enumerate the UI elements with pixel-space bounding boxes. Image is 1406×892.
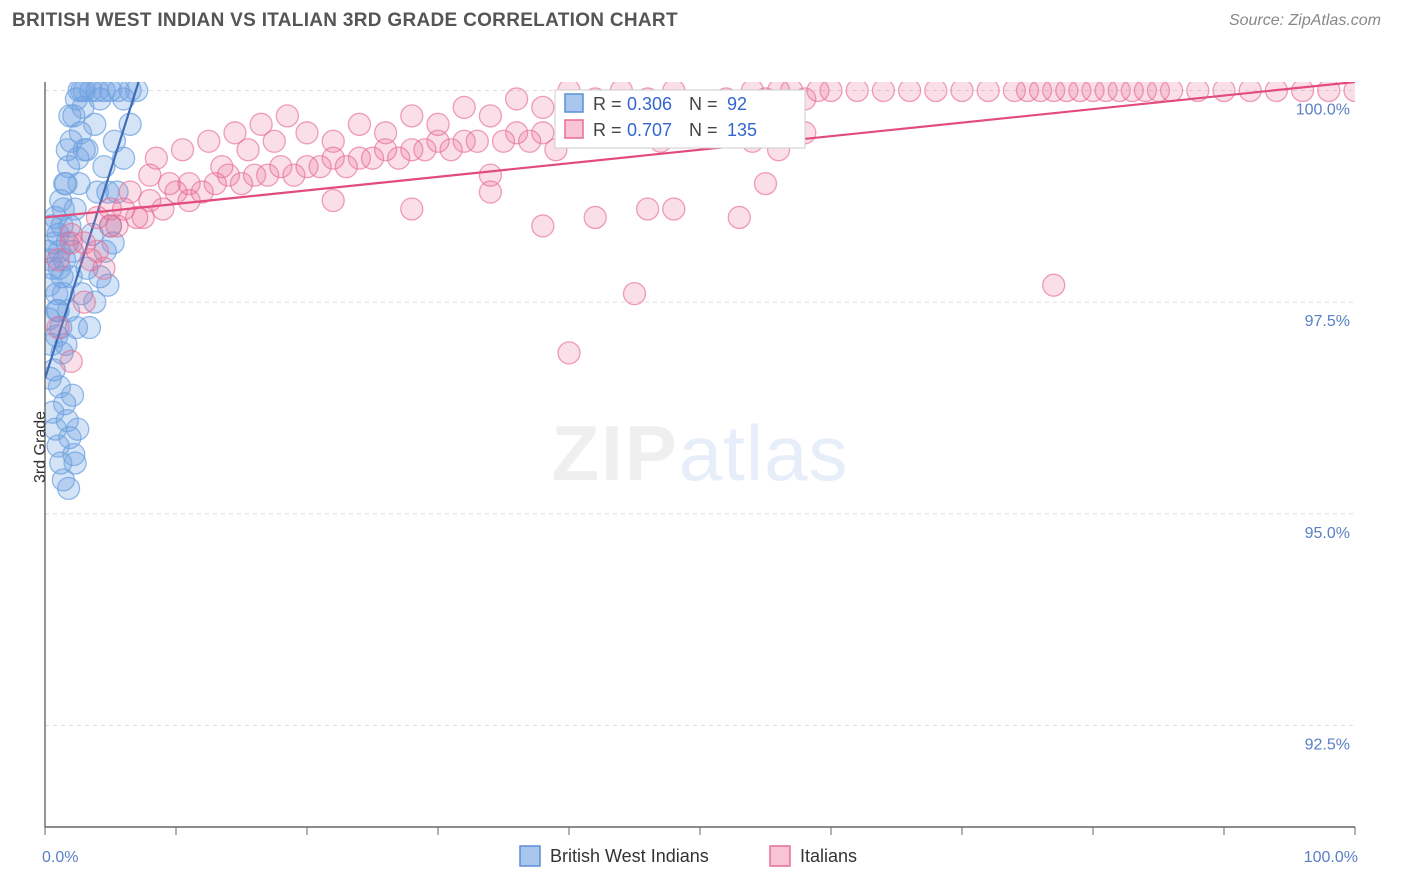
- data-point: [637, 198, 659, 220]
- legend-swatch: [565, 94, 583, 112]
- data-point: [401, 198, 423, 220]
- legend-swatch: [565, 120, 583, 138]
- data-point: [59, 105, 81, 127]
- legend-n-label: N =: [689, 94, 718, 114]
- y-axis-label: 3rd Grade: [32, 411, 50, 483]
- data-point: [872, 79, 894, 101]
- data-point: [532, 215, 554, 237]
- data-point: [348, 113, 370, 135]
- data-point: [178, 190, 200, 212]
- legend-n-value: 135: [727, 120, 757, 140]
- y-tick-label: 95.0%: [1305, 525, 1350, 542]
- data-point: [1069, 79, 1091, 101]
- legend-series-label: British West Indians: [550, 846, 709, 866]
- data-point: [237, 139, 259, 161]
- data-point: [1121, 79, 1143, 101]
- data-point: [506, 88, 528, 110]
- data-point: [63, 444, 85, 466]
- data-point: [532, 96, 554, 118]
- data-point: [172, 139, 194, 161]
- data-point: [1043, 274, 1065, 296]
- data-point: [1213, 79, 1235, 101]
- data-point: [1095, 79, 1117, 101]
- data-point: [479, 181, 501, 203]
- data-point: [427, 113, 449, 135]
- legend-swatch: [770, 846, 790, 866]
- data-point: [84, 113, 106, 135]
- data-point: [846, 79, 868, 101]
- data-point: [47, 317, 69, 339]
- y-tick-label: 100.0%: [1296, 101, 1350, 118]
- data-point: [211, 156, 233, 178]
- y-tick-label: 92.5%: [1305, 736, 1350, 753]
- data-point: [39, 367, 61, 389]
- data-point: [663, 198, 685, 220]
- data-point: [106, 215, 128, 237]
- watermark: ZIPatlas: [551, 409, 848, 497]
- data-point: [401, 105, 423, 127]
- chart-header: BRITISH WEST INDIAN VS ITALIAN 3RD GRADE…: [0, 0, 1406, 32]
- data-point: [73, 291, 95, 313]
- data-point: [119, 181, 141, 203]
- data-point: [198, 130, 220, 152]
- data-point: [296, 122, 318, 144]
- data-point: [453, 96, 475, 118]
- legend-swatch: [520, 846, 540, 866]
- data-point: [479, 105, 501, 127]
- data-point: [60, 232, 82, 254]
- data-point: [728, 206, 750, 228]
- data-point: [60, 350, 82, 372]
- data-point: [925, 79, 947, 101]
- legend-series-label: Italians: [800, 846, 857, 866]
- legend-r-label: R =: [593, 120, 622, 140]
- data-point: [158, 173, 180, 195]
- data-point: [466, 130, 488, 152]
- chart-source: Source: ZipAtlas.com: [1229, 12, 1381, 30]
- legend-r-value: 0.707: [627, 120, 672, 140]
- data-point: [93, 257, 115, 279]
- data-point: [79, 317, 101, 339]
- data-point: [68, 173, 90, 195]
- data-point: [132, 206, 154, 228]
- data-point: [558, 342, 580, 364]
- data-point: [755, 173, 777, 195]
- data-point: [375, 122, 397, 144]
- chart-title: BRITISH WEST INDIAN VS ITALIAN 3RD GRADE…: [12, 10, 678, 32]
- data-point: [1017, 79, 1039, 101]
- x-tick-label: 0.0%: [42, 849, 78, 866]
- legend-n-value: 92: [727, 94, 747, 114]
- data-point: [73, 139, 95, 161]
- data-point: [67, 418, 89, 440]
- data-point: [977, 79, 999, 101]
- legend-r-label: R =: [593, 94, 622, 114]
- data-point: [1148, 79, 1170, 101]
- data-point: [1043, 79, 1065, 101]
- data-point: [276, 105, 298, 127]
- legend-n-label: N =: [689, 120, 718, 140]
- data-point: [1292, 79, 1314, 101]
- data-point: [62, 384, 84, 406]
- data-point: [58, 477, 80, 499]
- data-point: [322, 190, 344, 212]
- data-point: [951, 79, 973, 101]
- data-point: [820, 79, 842, 101]
- data-point: [263, 130, 285, 152]
- data-point: [624, 283, 646, 305]
- data-point: [145, 147, 167, 169]
- chart-container: 3rd Grade 92.5%95.0%97.5%100.0%0.0%100.0…: [0, 32, 1406, 862]
- legend-r-value: 0.306: [627, 94, 672, 114]
- data-point: [584, 206, 606, 228]
- x-tick-label: 100.0%: [1304, 849, 1358, 866]
- data-point: [1239, 79, 1261, 101]
- correlation-scatter-chart: 92.5% 95.0% 97.5% 100.0% 0.0% 100.0% ZIPatlas R…: [0, 32, 1406, 882]
- y-tick-label: 97.5%: [1305, 313, 1350, 330]
- data-point: [1318, 79, 1340, 101]
- data-point: [322, 130, 344, 152]
- data-point: [899, 79, 921, 101]
